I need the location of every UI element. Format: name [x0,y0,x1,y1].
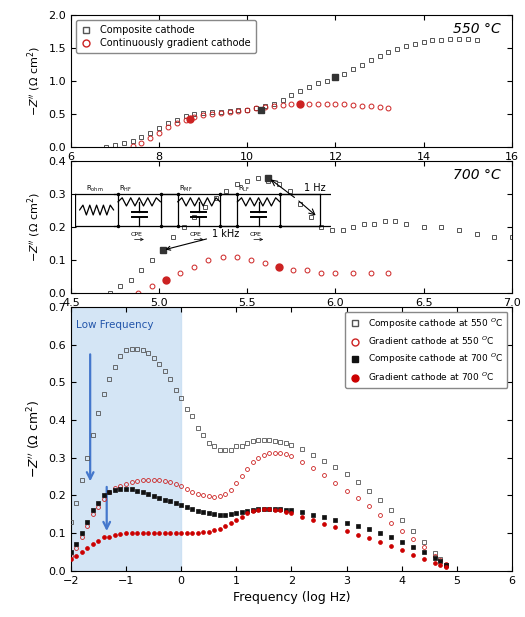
Legend: Composite cathode at 550 $^O$C, Gradient cathode at 550 $^O$C, Composite cathode: Composite cathode at 550 $^O$C, Gradient… [345,312,507,388]
Y-axis label: $-Z^{\prime\prime}$ ($\Omega$ cm$^2$): $-Z^{\prime\prime}$ ($\Omega$ cm$^2$) [25,400,43,478]
X-axis label: Frequency (log Hz): Frequency (log Hz) [233,591,350,604]
Text: 550 °C: 550 °C [453,22,501,36]
Legend: Composite cathode, Continuously gradient cathode: Composite cathode, Continuously gradient… [76,20,256,53]
Y-axis label: $-Z^{\prime\prime}$ ($\Omega$ cm$^2$): $-Z^{\prime\prime}$ ($\Omega$ cm$^2$) [25,193,43,262]
Y-axis label: $-Z^{\prime\prime}$ ($\Omega$ cm$^2$): $-Z^{\prime\prime}$ ($\Omega$ cm$^2$) [25,46,43,116]
Text: Low Frequency: Low Frequency [77,320,154,330]
Bar [71,307,181,571]
Text: 1 Hz: 1 Hz [304,183,326,193]
X-axis label: $Z'$ ($\Omega$ cm$^2$): $Z'$ ($\Omega$ cm$^2$) [262,311,321,328]
Text: 700 °C: 700 °C [453,168,501,182]
Text: 1 kHz: 1 kHz [166,229,239,250]
